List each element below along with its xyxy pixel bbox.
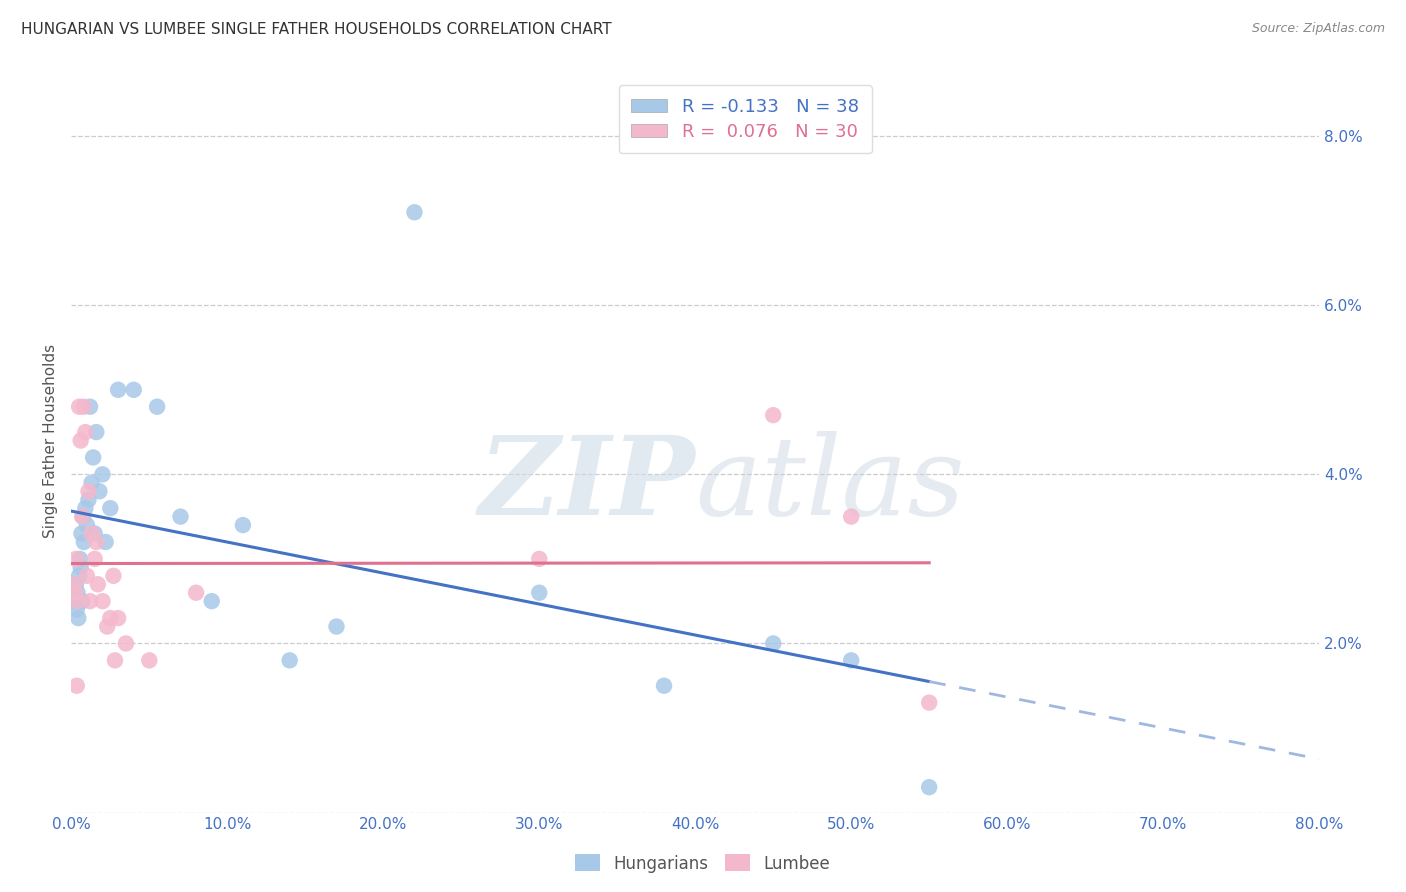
Point xyxy=(79,400,101,414)
Point xyxy=(169,509,191,524)
Point xyxy=(66,594,89,608)
Point xyxy=(65,552,87,566)
Point xyxy=(91,467,114,482)
Point xyxy=(87,577,110,591)
Point xyxy=(107,383,129,397)
Point xyxy=(529,585,551,599)
Point xyxy=(82,450,104,465)
Point xyxy=(67,569,90,583)
Point xyxy=(839,509,862,524)
Point xyxy=(75,425,97,439)
Point xyxy=(652,679,675,693)
Point xyxy=(89,484,111,499)
Point xyxy=(839,653,862,667)
Point xyxy=(70,594,93,608)
Point xyxy=(278,653,301,667)
Point xyxy=(404,205,426,219)
Point xyxy=(73,535,96,549)
Point xyxy=(83,552,105,566)
Point xyxy=(66,602,89,616)
Point xyxy=(104,653,127,667)
Point xyxy=(79,594,101,608)
Legend: R = -0.133   N = 38, R =  0.076   N = 30: R = -0.133 N = 38, R = 0.076 N = 30 xyxy=(619,85,872,153)
Point xyxy=(66,585,89,599)
Point xyxy=(69,560,91,574)
Point xyxy=(98,501,121,516)
Point xyxy=(83,526,105,541)
Point xyxy=(73,400,96,414)
Point xyxy=(122,383,145,397)
Point xyxy=(80,475,103,490)
Point xyxy=(63,585,86,599)
Point xyxy=(98,611,121,625)
Point xyxy=(94,535,117,549)
Point xyxy=(72,509,94,524)
Point xyxy=(201,594,224,608)
Point xyxy=(69,434,91,448)
Point xyxy=(325,619,347,633)
Point xyxy=(76,569,98,583)
Point xyxy=(762,636,785,650)
Point xyxy=(762,408,785,422)
Point xyxy=(84,535,107,549)
Point xyxy=(67,400,90,414)
Point xyxy=(115,636,138,650)
Point xyxy=(75,501,97,516)
Point xyxy=(70,526,93,541)
Point xyxy=(77,484,100,499)
Point xyxy=(107,611,129,625)
Point xyxy=(918,696,941,710)
Text: ZIP: ZIP xyxy=(478,432,695,539)
Point xyxy=(529,552,551,566)
Point xyxy=(91,594,114,608)
Point xyxy=(103,569,125,583)
Point xyxy=(77,492,100,507)
Y-axis label: Single Father Households: Single Father Households xyxy=(44,343,58,538)
Point xyxy=(80,526,103,541)
Text: Source: ZipAtlas.com: Source: ZipAtlas.com xyxy=(1251,22,1385,36)
Point xyxy=(69,552,91,566)
Point xyxy=(66,679,89,693)
Text: atlas: atlas xyxy=(695,432,965,539)
Point xyxy=(918,780,941,794)
Point xyxy=(96,619,118,633)
Point xyxy=(63,577,86,591)
Point xyxy=(146,400,169,414)
Text: HUNGARIAN VS LUMBEE SINGLE FATHER HOUSEHOLDS CORRELATION CHART: HUNGARIAN VS LUMBEE SINGLE FATHER HOUSEH… xyxy=(21,22,612,37)
Point xyxy=(76,518,98,533)
Legend: Hungarians, Lumbee: Hungarians, Lumbee xyxy=(569,847,837,880)
Point xyxy=(65,577,87,591)
Point xyxy=(184,585,207,599)
Point xyxy=(63,594,86,608)
Point xyxy=(138,653,160,667)
Point xyxy=(84,425,107,439)
Point xyxy=(232,518,254,533)
Point xyxy=(70,509,93,524)
Point xyxy=(67,611,90,625)
